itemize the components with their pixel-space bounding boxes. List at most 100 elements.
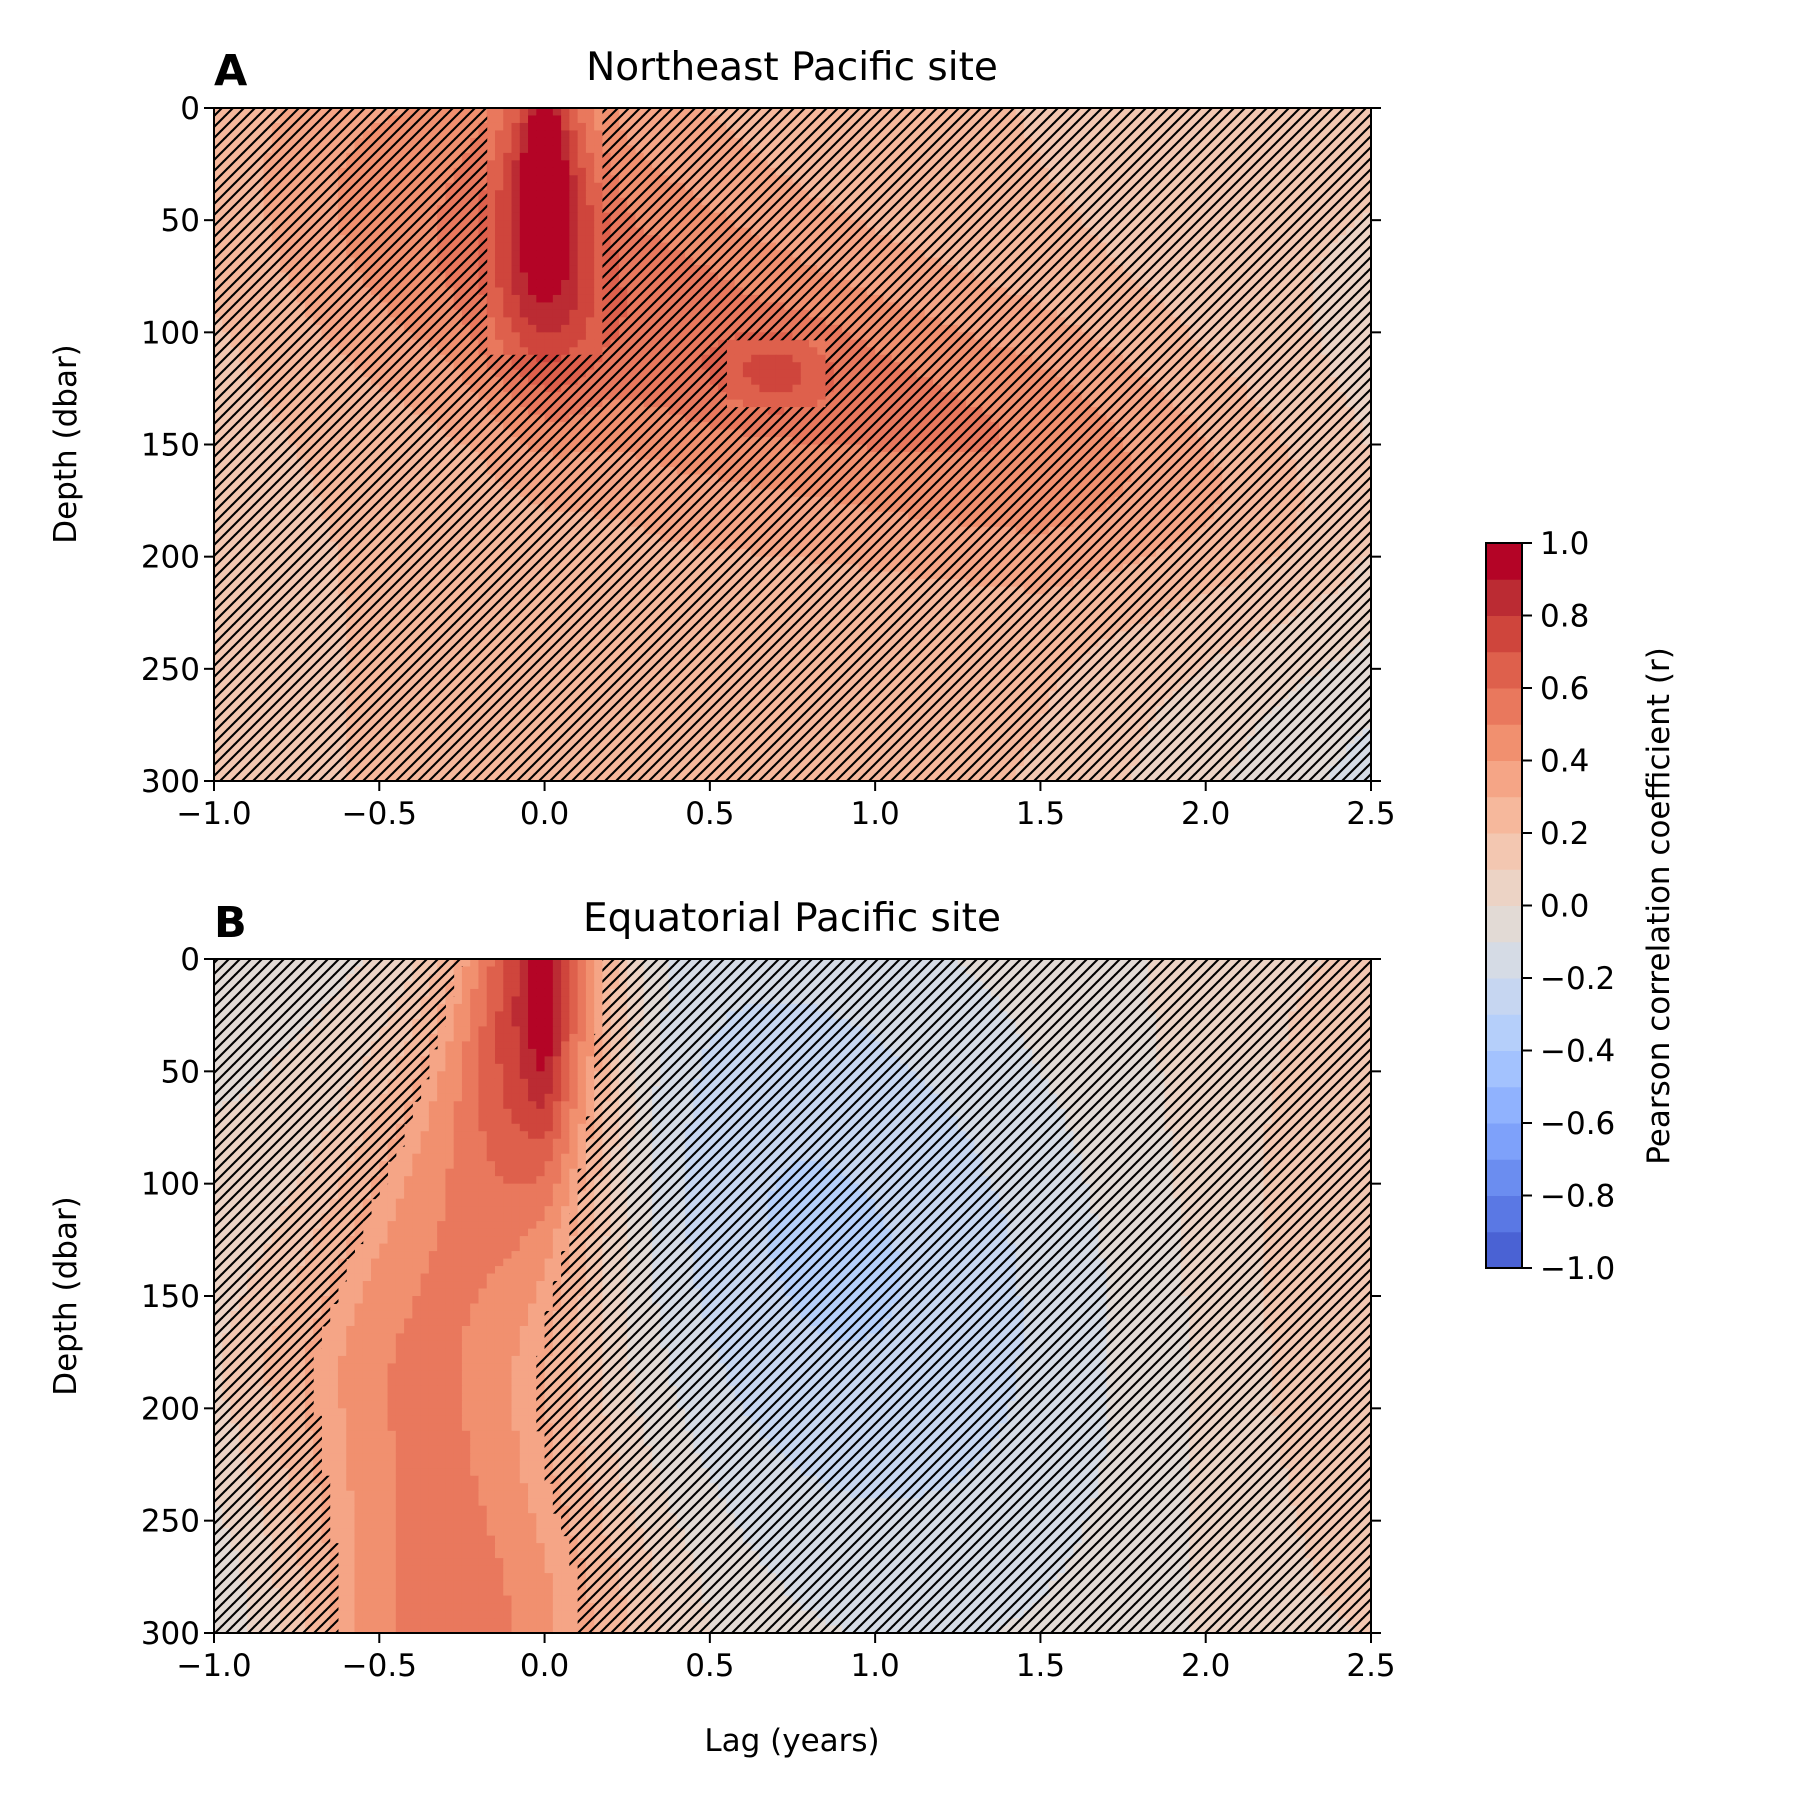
heatmap-cell [511, 227, 521, 236]
heatmap-cell [569, 175, 579, 184]
heatmap-cell [561, 167, 570, 176]
heatmap-cell [503, 265, 513, 274]
heatmap-cell [511, 167, 521, 176]
heatmap-cell [552, 279, 562, 289]
heatmap-cell [503, 190, 513, 199]
heatmap-cell [486, 115, 496, 124]
heatmap-cell [561, 197, 570, 206]
heatmap-cell [511, 302, 521, 311]
heatmap-cell [577, 190, 587, 199]
heatmap-cell [511, 324, 521, 333]
heatmap-cell [775, 339, 785, 348]
heatmap-cell [561, 115, 570, 124]
heatmap-cell [817, 362, 827, 371]
heatmap-cell [809, 354, 818, 363]
heatmap-cell [594, 242, 604, 251]
heatmap-cell [519, 182, 529, 191]
heatmap-cell [528, 182, 537, 191]
heatmap-cell [561, 309, 570, 318]
heatmap-cell [544, 242, 554, 251]
heatmap-cell [503, 227, 513, 236]
heatmap-cell [577, 317, 587, 326]
heatmap-cell [594, 160, 604, 169]
heatmap-cell [519, 294, 529, 304]
panel-a: −1.0 −0.5 0.0 0.5 1.0 1.5 2.0 2.505010015020025… [48, 45, 1396, 832]
heatmap-cell [726, 354, 736, 363]
heatmap-cell [552, 265, 562, 274]
heatmap-cell [511, 265, 521, 274]
heatmap-cell [486, 175, 496, 184]
heatmap-cell [511, 294, 521, 304]
heatmap-cell [561, 108, 570, 117]
heatmap-cell [544, 339, 554, 348]
heatmap-cell [486, 182, 496, 191]
heatmap-cell [494, 137, 504, 146]
heatmap-cell [528, 167, 537, 176]
heatmap-cell [552, 242, 562, 251]
heatmap-cell [751, 339, 761, 348]
heatmap-cell [511, 347, 521, 356]
heatmap-cell [577, 137, 587, 146]
heatmap-cell [528, 190, 537, 199]
heatmap-cell [577, 115, 587, 124]
heatmap-cell [494, 250, 504, 259]
heatmap-cell [792, 347, 802, 356]
heatmap-cell [561, 339, 570, 348]
heatmap-cell [544, 152, 554, 161]
heatmap-cell [742, 362, 752, 371]
heatmap-cell [585, 227, 595, 236]
heatmap-cell [585, 108, 595, 117]
heatmap-cell [494, 332, 504, 341]
heatmap-cell [809, 347, 818, 356]
heatmap-cell [552, 347, 562, 356]
heatmap-cell [544, 167, 554, 176]
heatmap-cell [585, 152, 595, 161]
heatmap-cell [528, 175, 537, 184]
heatmap-cell [726, 362, 736, 371]
heatmap-cell [585, 182, 595, 191]
heatmap-cell [569, 137, 579, 146]
heatmap-cell [528, 287, 537, 296]
heatmap-cell [528, 347, 537, 356]
heatmap-cell [561, 190, 570, 199]
heatmap-cell [486, 212, 496, 221]
heatmap-cell [569, 235, 579, 244]
heatmap-cell [544, 235, 554, 244]
heatmap-cell [544, 220, 554, 229]
heatmap-cell [503, 339, 513, 348]
heatmap-cell [486, 197, 496, 206]
heatmap-cell [585, 137, 595, 146]
heatmap-cell [544, 212, 554, 221]
heatmap-cell [594, 250, 604, 259]
heatmap-cell [594, 145, 604, 154]
heatmap-cell [511, 220, 521, 229]
heatmap-cell [486, 317, 496, 326]
heatmap-cell [536, 250, 546, 259]
heatmap-cell [734, 339, 744, 348]
heatmap-cell [503, 220, 513, 229]
heatmap-cell [594, 152, 604, 161]
heatmap-cell [594, 108, 604, 117]
heatmap-cell [494, 205, 504, 214]
heatmap-cell [569, 265, 579, 274]
heatmap-cell [503, 324, 513, 333]
heatmap-cell [503, 160, 513, 169]
heatmap-cell [552, 227, 562, 236]
heatmap-cell [528, 294, 537, 304]
heatmap-cell [577, 235, 587, 244]
heatmap-cell [577, 287, 587, 296]
heatmap-cell [544, 287, 554, 296]
heatmap-cell [494, 309, 504, 318]
heatmap-cell [511, 137, 521, 146]
heatmap-cell [561, 160, 570, 169]
heatmap-cell [784, 339, 794, 348]
heatmap-cell [569, 108, 579, 117]
heatmap-cell [544, 324, 554, 333]
heatmap-cell [544, 257, 554, 266]
heatmap-cell [511, 122, 521, 132]
heatmap-cell [751, 362, 761, 371]
heatmap-cell [503, 212, 513, 221]
heatmap-cell [585, 160, 595, 169]
heatmap-cell [734, 354, 744, 363]
